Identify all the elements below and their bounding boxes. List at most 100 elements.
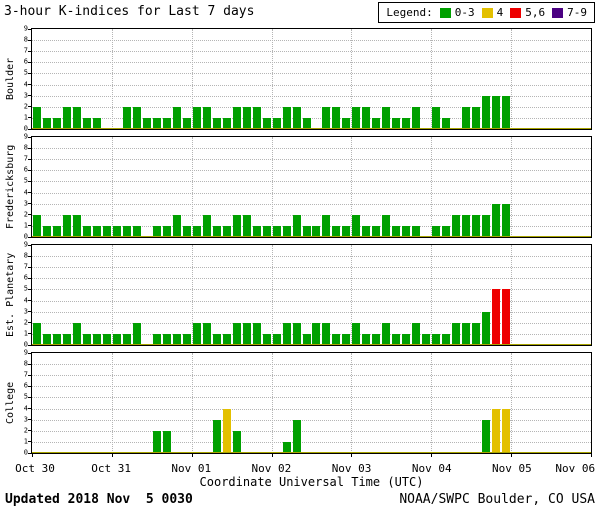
x-axis-labels: Oct 30 Oct 31 Nov 01 Nov 02 Nov 03 Nov 04 Nov … bbox=[15, 462, 595, 475]
plot-area: Boulder 0 1 2 3 4 5 6 7 8 9 Fredericksburg 0 1 2 3 4 5… bbox=[5, 25, 592, 460]
y-tick-mark bbox=[28, 385, 32, 387]
y-tick-label: 0 bbox=[23, 232, 28, 241]
k-index-bar bbox=[172, 333, 181, 345]
y-tick-mark bbox=[28, 28, 32, 30]
purple-swatch-icon bbox=[552, 7, 564, 18]
k-index-bar bbox=[182, 225, 191, 237]
k-index-bar bbox=[162, 225, 171, 237]
k-index-bar bbox=[72, 106, 81, 129]
legend-item-yellow: 4 bbox=[481, 6, 503, 19]
k-index-bar bbox=[272, 225, 281, 237]
v-gridline bbox=[271, 353, 273, 453]
y-tick-mark bbox=[28, 50, 32, 52]
y-tick-mark bbox=[28, 352, 32, 354]
k-index-bar bbox=[462, 322, 471, 345]
k-index-bar bbox=[312, 322, 321, 345]
k-index-bar bbox=[122, 225, 131, 237]
v-gridline bbox=[111, 29, 113, 129]
k-index-bar bbox=[302, 225, 311, 237]
k-index-bar bbox=[502, 95, 511, 129]
k-index-bar bbox=[182, 333, 191, 345]
x-tick-label: Nov 03 bbox=[331, 462, 372, 475]
h-gridline bbox=[32, 441, 591, 443]
k-index-bar bbox=[52, 117, 61, 129]
k-index-bar bbox=[382, 106, 391, 129]
k-index-bar bbox=[362, 225, 371, 237]
k-index-bar bbox=[82, 333, 91, 345]
k-index-bar bbox=[302, 333, 311, 345]
v-gridline bbox=[191, 353, 193, 453]
h-gridline bbox=[32, 375, 591, 377]
k-index-bar bbox=[62, 106, 71, 129]
k-index-bar bbox=[212, 333, 221, 345]
k-index-bar bbox=[292, 106, 301, 129]
green-swatch-icon bbox=[439, 7, 451, 18]
h-gridline bbox=[32, 84, 591, 86]
x-tick-mark bbox=[511, 453, 513, 457]
y-tick-label: 7 bbox=[23, 370, 28, 379]
v-gridline bbox=[351, 137, 353, 237]
k-index-bar bbox=[332, 106, 341, 129]
h-gridline bbox=[32, 267, 591, 269]
k-index-bar bbox=[172, 106, 181, 129]
k-index-bar bbox=[42, 333, 51, 345]
k-index-bar bbox=[232, 214, 241, 237]
k-index-bar bbox=[412, 322, 421, 345]
h-gridline bbox=[32, 106, 591, 108]
k-index-bar bbox=[242, 322, 251, 345]
k-index-bar bbox=[452, 214, 461, 237]
y-tick-label: 0 bbox=[23, 124, 28, 133]
v-gridline bbox=[511, 353, 513, 453]
y-tick-mark bbox=[28, 117, 32, 119]
k-index-bar bbox=[372, 117, 381, 129]
baseline bbox=[32, 452, 591, 453]
k-index-bar bbox=[292, 419, 301, 453]
k-index-bar bbox=[132, 322, 141, 345]
k-index-bar bbox=[412, 225, 421, 237]
y-tick-mark bbox=[28, 277, 32, 279]
k-index-bar bbox=[322, 214, 331, 237]
k-index-bar bbox=[342, 333, 351, 345]
k-index-bar bbox=[252, 106, 261, 129]
y-tick-label: 2 bbox=[23, 210, 28, 219]
baseline bbox=[32, 344, 591, 345]
k-index-bar bbox=[122, 333, 131, 345]
y-tick-mark bbox=[28, 106, 32, 108]
k-index-bar bbox=[72, 214, 81, 237]
y-tick-label: 9 bbox=[23, 24, 28, 33]
k-index-bar bbox=[192, 225, 201, 237]
y-tick-mark bbox=[28, 441, 32, 443]
y-tick-label: 3 bbox=[23, 91, 28, 100]
y-tick-mark bbox=[28, 430, 32, 432]
h-gridline bbox=[32, 170, 591, 172]
k-index-bar bbox=[372, 225, 381, 237]
y-tick-label: 9 bbox=[23, 240, 28, 249]
k-index-bar bbox=[42, 117, 51, 129]
y-tick-mark bbox=[28, 374, 32, 376]
k-index-bar bbox=[472, 214, 481, 237]
x-tick-label: Nov 01 bbox=[171, 462, 212, 475]
k-index-bar bbox=[492, 408, 501, 453]
k-index-bar bbox=[502, 408, 511, 453]
y-tick-mark bbox=[28, 192, 32, 194]
k-index-bar bbox=[282, 106, 291, 129]
h-gridline bbox=[32, 203, 591, 205]
h-gridline bbox=[32, 51, 591, 53]
k-index-bar bbox=[342, 225, 351, 237]
k-index-bar bbox=[162, 430, 171, 453]
y-tick-mark bbox=[28, 225, 32, 227]
k-index-bar bbox=[432, 106, 441, 129]
k-index-bar bbox=[32, 106, 41, 129]
x-tick-mark bbox=[111, 453, 113, 457]
y-tick-label: 9 bbox=[23, 132, 28, 141]
y-tick-label: 0 bbox=[23, 448, 28, 457]
k-index-bar bbox=[92, 117, 101, 129]
v-gridline bbox=[431, 137, 433, 237]
y-tick-label: 5 bbox=[23, 284, 28, 293]
v-gridline bbox=[431, 245, 433, 345]
y-tick-label: 8 bbox=[23, 251, 28, 260]
k-index-bar bbox=[82, 117, 91, 129]
y-tick-mark bbox=[28, 344, 32, 346]
k-index-bar bbox=[302, 117, 311, 129]
x-tick-mark bbox=[591, 453, 592, 457]
